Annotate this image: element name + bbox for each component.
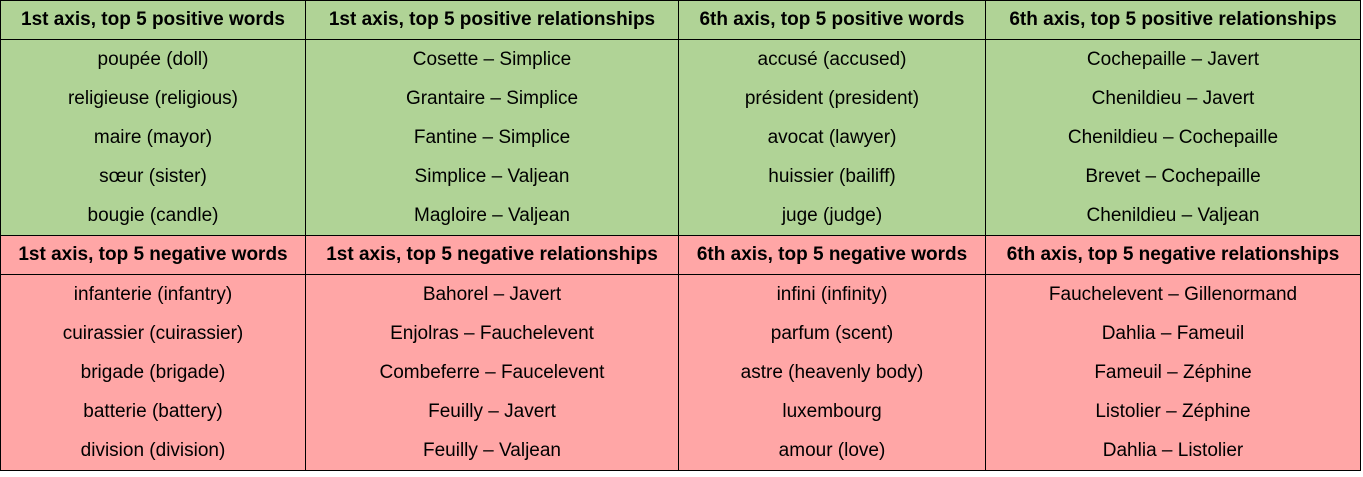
table-row: cuirassier (cuirassier) Enjolras – Fauch… bbox=[0, 314, 1361, 353]
table-cell: batterie (battery) bbox=[0, 392, 306, 431]
table-cell: Fantine – Simplice bbox=[305, 118, 679, 157]
table-cell: juge (judge) bbox=[678, 196, 986, 236]
table-row: religieuse (religious) Grantaire – Simpl… bbox=[0, 79, 1361, 118]
table-cell: Chenildieu – Valjean bbox=[985, 196, 1361, 236]
table-cell: Grantaire – Simplice bbox=[305, 79, 679, 118]
table-cell: Cochepaille – Javert bbox=[985, 39, 1361, 79]
table-cell: accusé (accused) bbox=[678, 39, 986, 79]
table-row: maire (mayor) Fantine – Simplice avocat … bbox=[0, 118, 1361, 157]
table-row: batterie (battery) Feuilly – Javert luxe… bbox=[0, 392, 1361, 431]
table-cell: Brevet – Cochepaille bbox=[985, 157, 1361, 196]
table-row: poupée (doll) Cosette – Simplice accusé … bbox=[0, 39, 1361, 79]
table-row: bougie (candle) Magloire – Valjean juge … bbox=[0, 196, 1361, 236]
table-cell: Magloire – Valjean bbox=[305, 196, 679, 236]
table-cell: luxembourg bbox=[678, 392, 986, 431]
table-cell: religieuse (religious) bbox=[0, 79, 306, 118]
table-cell: huissier (bailiff) bbox=[678, 157, 986, 196]
table-cell: Fauchelevent – Gillenormand bbox=[985, 274, 1361, 314]
table-cell: Simplice – Valjean bbox=[305, 157, 679, 196]
table-cell: Chenildieu – Cochepaille bbox=[985, 118, 1361, 157]
positive-header-row: 1st axis, top 5 positive words 1st axis,… bbox=[0, 0, 1361, 40]
table-cell: président (president) bbox=[678, 79, 986, 118]
table-cell: cuirassier (cuirassier) bbox=[0, 314, 306, 353]
table-cell: Chenildieu – Javert bbox=[985, 79, 1361, 118]
table-cell: infanterie (infantry) bbox=[0, 274, 306, 314]
table-cell: Feuilly – Valjean bbox=[305, 431, 679, 471]
table-cell: sœur (sister) bbox=[0, 157, 306, 196]
table-cell: Fameuil – Zéphine bbox=[985, 353, 1361, 392]
table-row: division (division) Feuilly – Valjean am… bbox=[0, 431, 1361, 471]
table-cell: avocat (lawyer) bbox=[678, 118, 986, 157]
header-1st-axis-positive-relationships: 1st axis, top 5 positive relationships bbox=[305, 0, 679, 40]
header-1st-axis-negative-relationships: 1st axis, top 5 negative relationships bbox=[305, 235, 679, 275]
table-cell: Enjolras – Fauchelevent bbox=[305, 314, 679, 353]
table-cell: parfum (scent) bbox=[678, 314, 986, 353]
table-cell: bougie (candle) bbox=[0, 196, 306, 236]
negative-header-row: 1st axis, top 5 negative words 1st axis,… bbox=[0, 235, 1361, 275]
header-6th-axis-negative-relationships: 6th axis, top 5 negative relationships bbox=[985, 235, 1361, 275]
header-1st-axis-negative-words: 1st axis, top 5 negative words bbox=[0, 235, 306, 275]
table-cell: Bahorel – Javert bbox=[305, 274, 679, 314]
header-6th-axis-positive-relationships: 6th axis, top 5 positive relationships bbox=[985, 0, 1361, 40]
table-cell: Dahlia – Listolier bbox=[985, 431, 1361, 471]
table-cell: poupée (doll) bbox=[0, 39, 306, 79]
table-cell: division (division) bbox=[0, 431, 306, 471]
table-row: brigade (brigade) Combeferre – Fauceleve… bbox=[0, 353, 1361, 392]
table-cell: Combeferre – Faucelevent bbox=[305, 353, 679, 392]
header-6th-axis-negative-words: 6th axis, top 5 negative words bbox=[678, 235, 986, 275]
table-cell: Cosette – Simplice bbox=[305, 39, 679, 79]
table-cell: astre (heavenly body) bbox=[678, 353, 986, 392]
table-row: infanterie (infantry) Bahorel – Javert i… bbox=[0, 274, 1361, 314]
table-cell: brigade (brigade) bbox=[0, 353, 306, 392]
table-row: sœur (sister) Simplice – Valjean huissie… bbox=[0, 157, 1361, 196]
header-1st-axis-positive-words: 1st axis, top 5 positive words bbox=[0, 0, 306, 40]
table-cell: infini (infinity) bbox=[678, 274, 986, 314]
table-cell: maire (mayor) bbox=[0, 118, 306, 157]
table-cell: Dahlia – Fameuil bbox=[985, 314, 1361, 353]
table-cell: Listolier – Zéphine bbox=[985, 392, 1361, 431]
table-cell: amour (love) bbox=[678, 431, 986, 471]
header-6th-axis-positive-words: 6th axis, top 5 positive words bbox=[678, 0, 986, 40]
table-cell: Feuilly – Javert bbox=[305, 392, 679, 431]
